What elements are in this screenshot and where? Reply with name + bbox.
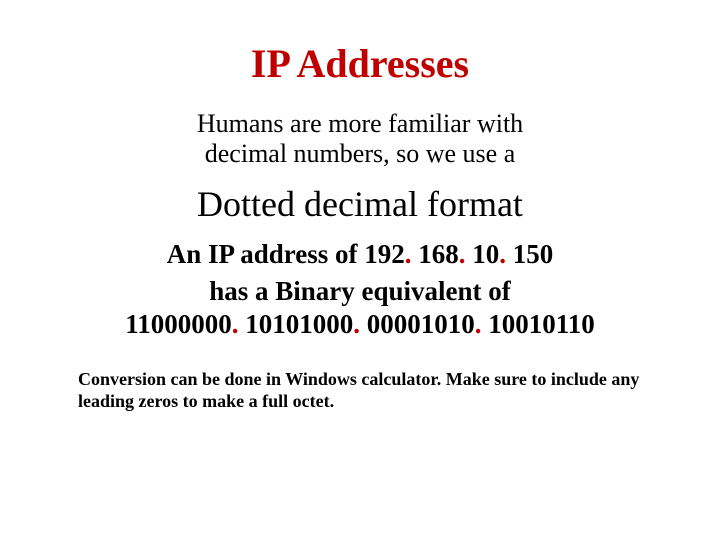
ip-prefix: An IP address of: [167, 239, 365, 269]
slide: IP Addresses Humans are more familiar wi…: [0, 0, 720, 540]
subheading: Dotted decimal format: [70, 183, 650, 225]
ip-octet-group: 192. 168. 10. 150: [364, 239, 553, 269]
ip-separator: .: [405, 239, 419, 269]
footnote: Conversion can be done in Windows calcul…: [70, 368, 650, 413]
binary-octet: 11000000: [125, 309, 232, 339]
ip-octet: 150: [513, 239, 554, 269]
ip-separator: .: [499, 239, 513, 269]
binary-octet: 10010110: [488, 309, 595, 339]
ip-address-line: An IP address of 192. 168. 10. 150: [70, 239, 650, 270]
intro-line-2: decimal numbers, so we use a: [205, 139, 515, 168]
ip-separator: .: [459, 239, 473, 269]
ip-octet: 168: [418, 239, 459, 269]
binary-line: 11000000. 10101000. 00001010. 10010110: [70, 309, 650, 340]
intro-line-1: Humans are more familiar with: [197, 109, 523, 138]
ip-octet: 10: [472, 239, 499, 269]
ip-octet: 192: [364, 239, 405, 269]
binary-intro: has a Binary equivalent of: [70, 276, 650, 307]
binary-octet: 10101000: [245, 309, 353, 339]
intro-text: Humans are more familiar with decimal nu…: [70, 109, 650, 169]
page-title: IP Addresses: [70, 40, 650, 87]
binary-separator: .: [475, 309, 489, 339]
binary-separator: .: [232, 309, 246, 339]
binary-octet: 00001010: [367, 309, 475, 339]
binary-separator: .: [353, 309, 367, 339]
